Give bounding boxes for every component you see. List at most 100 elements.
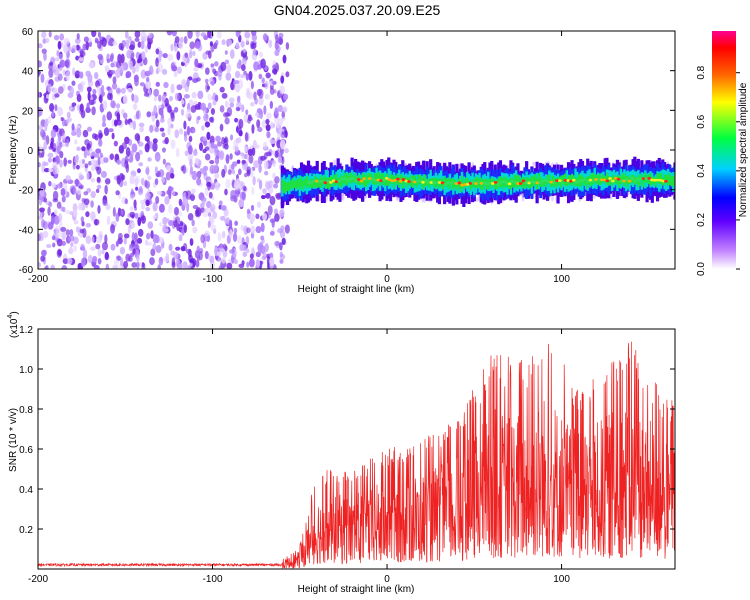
- noise-blob: [277, 104, 283, 113]
- band-cell: [400, 174, 403, 184]
- noise-blob: [197, 90, 204, 100]
- noise-blob: [149, 124, 154, 133]
- band-peak: [633, 179, 638, 183]
- band-peak: [630, 177, 635, 180]
- band-cell: [363, 174, 366, 187]
- noise-blob: [65, 71, 71, 81]
- noise-blob: [155, 81, 161, 87]
- noise-blob: [132, 66, 136, 74]
- band-peak: [437, 181, 442, 184]
- noise-blob: [207, 50, 212, 59]
- band-peak: [558, 179, 562, 183]
- band-halo: [550, 194, 554, 202]
- noise-blob: [49, 61, 54, 67]
- noise-blob: [222, 143, 226, 149]
- noise-blob: [84, 163, 89, 169]
- noise-blob: [193, 66, 199, 72]
- noise-blob: [51, 110, 55, 118]
- noise-blob: [48, 168, 54, 173]
- band-peak: [605, 179, 610, 183]
- noise-blob: [69, 86, 75, 96]
- noise-blob: [246, 166, 251, 175]
- noise-blob: [97, 248, 102, 257]
- noise-blob: [155, 119, 160, 128]
- noise-blob: [52, 62, 58, 70]
- noise-blob: [248, 154, 254, 164]
- noise-blob: [261, 78, 265, 84]
- noise-blob: [38, 198, 43, 206]
- noise-blob: [236, 61, 242, 68]
- noise-blob: [233, 180, 240, 191]
- colorbar-tick-label: 0.0: [696, 262, 707, 276]
- noise-blob: [79, 50, 86, 57]
- noise-blob: [255, 225, 262, 234]
- noise-blob: [159, 127, 165, 132]
- band-peak: [329, 180, 333, 184]
- band-halo: [318, 195, 322, 202]
- band-cell: [668, 173, 671, 186]
- noise-blob: [50, 141, 54, 149]
- noise-blob: [238, 130, 243, 137]
- noise-blob: [57, 86, 64, 94]
- band-peak: [426, 181, 431, 184]
- noise-blob: [152, 202, 158, 212]
- noise-blob: [189, 158, 193, 167]
- noise-blob: [195, 41, 201, 49]
- band-peak: [354, 179, 358, 183]
- noise-blob: [79, 71, 84, 79]
- noise-blob: [275, 193, 282, 200]
- band-cell: [593, 174, 596, 183]
- noise-blob: [186, 78, 190, 87]
- noise-blob: [212, 164, 218, 173]
- noise-blob: [120, 53, 125, 64]
- band-peak: [502, 180, 506, 184]
- noise-blob: [229, 153, 233, 160]
- band-peak: [571, 178, 576, 182]
- noise-blob: [53, 215, 60, 225]
- noise-blob: [138, 149, 143, 155]
- noise-blob: [176, 66, 182, 74]
- band-halo: [532, 161, 536, 167]
- noise-blob: [209, 41, 213, 47]
- noise-blob: [45, 37, 50, 44]
- noise-blob: [106, 86, 111, 91]
- noise-blob: [93, 264, 100, 269]
- noise-blob: [155, 196, 160, 205]
- noise-blob: [47, 157, 52, 163]
- noise-blob: [56, 50, 60, 57]
- noise-blob: [217, 232, 222, 242]
- noise-blob: [91, 31, 97, 38]
- noise-blob: [48, 201, 53, 208]
- noise-blob: [132, 120, 136, 130]
- band-peak: [443, 182, 448, 186]
- band-cell: [298, 178, 301, 190]
- noise-blob: [149, 141, 154, 150]
- noise-blob: [245, 248, 250, 253]
- noise-blob: [222, 111, 229, 118]
- figure-title: GN04.2025.037.20.09.E25: [274, 2, 441, 18]
- noise-blob: [65, 59, 70, 66]
- noise-blob: [258, 73, 263, 80]
- band-peak: [611, 179, 615, 183]
- band-peak: [583, 177, 587, 181]
- noise-blob: [63, 37, 70, 45]
- band-peak: [619, 179, 624, 183]
- noise-blob: [125, 218, 130, 226]
- band-peak: [356, 178, 361, 181]
- band-cell: [415, 179, 418, 188]
- band-peak: [306, 181, 311, 184]
- noise-blob: [124, 118, 129, 126]
- y-tick-label: 0: [27, 146, 33, 157]
- noise-blob: [106, 111, 113, 121]
- noise-blob: [97, 205, 101, 214]
- noise-blob: [39, 212, 43, 218]
- noise-blob: [123, 260, 129, 269]
- noise-blob: [92, 88, 97, 95]
- noise-blob: [71, 80, 76, 86]
- noise-blob: [82, 159, 86, 165]
- band-peak: [457, 181, 462, 185]
- noise-blob: [169, 95, 174, 102]
- noise-blob: [233, 227, 238, 234]
- band-cell: [354, 173, 357, 183]
- noise-blob: [119, 246, 126, 255]
